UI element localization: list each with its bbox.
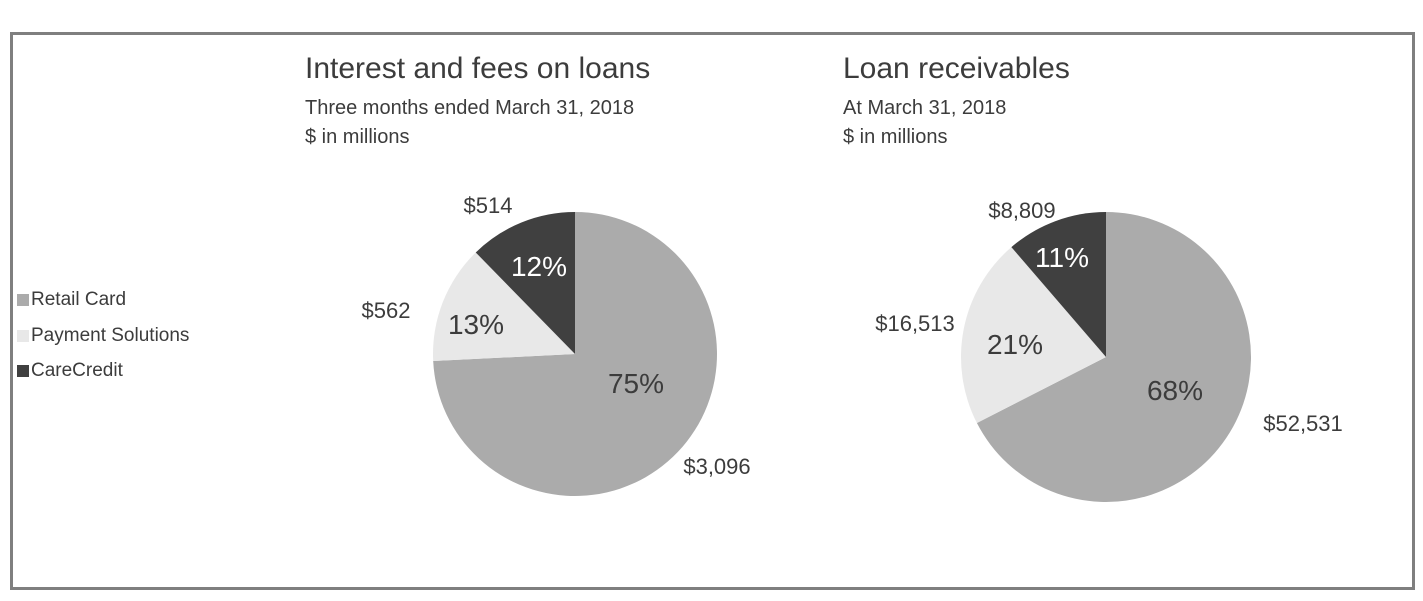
legend-label-payment-solutions: Payment Solutions: [31, 325, 190, 346]
legend-item-retail-card: Retail Card: [17, 289, 127, 310]
chart-1-subtitle: Three months ended March 31, 2018: [305, 97, 635, 119]
chart-2-units-note: $ in millions: [843, 126, 948, 148]
legend-item-carecredit: CareCredit: [17, 360, 123, 381]
value-label-payment-solutions: $562: [361, 298, 411, 323]
pie-slice-retail-card: [433, 211, 718, 496]
legend-swatch-carecredit: [17, 365, 29, 377]
percent-label-payment-solutions: 13%: [447, 309, 505, 340]
legend-swatch-payment-solutions: [17, 330, 29, 342]
value-label-carecredit: $8,809: [988, 198, 1056, 223]
chart-1-units-note: $ in millions: [305, 126, 410, 148]
percent-label-retail-card: 68%: [1146, 375, 1204, 406]
chart-2-title: Loan receivables: [843, 52, 1070, 85]
pie-slice-payment-solutions: [961, 247, 1106, 424]
legend-label-retail-card: Retail Card: [31, 289, 127, 310]
legend-item-payment-solutions: Payment Solutions: [17, 325, 190, 346]
chart-2-subtitle: At March 31, 2018: [843, 97, 1007, 119]
pie-slice-carecredit: [475, 212, 575, 354]
percent-label-carecredit: 11%: [1035, 242, 1089, 273]
legend-swatch-retail-card: [17, 294, 29, 306]
value-label-retail-card: $52,531: [1263, 411, 1343, 436]
pie-chart-interest-and-fees: [433, 211, 718, 496]
value-label-retail-card: $3,096: [683, 454, 751, 479]
pie-slice-retail-card: [976, 212, 1252, 502]
percent-label-payment-solutions: 21%: [986, 329, 1044, 360]
legend-label-carecredit: CareCredit: [31, 360, 123, 381]
chart-1-title: Interest and fees on loans: [305, 52, 651, 85]
pie-slice-carecredit: [1011, 212, 1106, 357]
percent-label-carecredit: 12%: [510, 251, 568, 282]
value-label-carecredit: $514: [463, 193, 513, 218]
pie-chart-loan-receivables: [961, 212, 1252, 502]
percent-label-retail-card: 75%: [607, 368, 665, 399]
pie-slice-payment-solutions: [433, 252, 575, 362]
value-label-payment-solutions: $16,513: [875, 311, 955, 336]
